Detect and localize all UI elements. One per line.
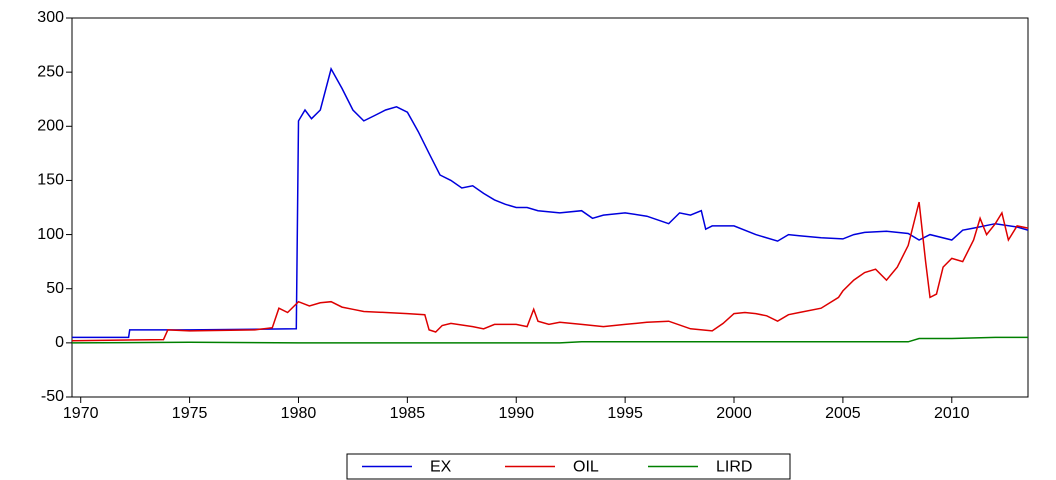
x-tick-label: 1970 <box>63 405 99 422</box>
legend-label: EX <box>430 459 452 476</box>
x-tick-label: 1975 <box>172 405 208 422</box>
x-tick-label: 2000 <box>716 405 752 422</box>
y-tick-label: 200 <box>37 118 64 135</box>
legend-label: OIL <box>573 459 599 476</box>
x-tick-label: 2005 <box>825 405 861 422</box>
x-tick-label: 1995 <box>607 405 643 422</box>
x-tick-label: 1980 <box>281 405 317 422</box>
legend-box <box>346 453 791 480</box>
y-tick-label: 150 <box>37 172 64 189</box>
series-line <box>71 201 1029 342</box>
y-tick-label: 0 <box>55 334 64 351</box>
y-tick-label: 300 <box>37 9 64 26</box>
plot-frame <box>71 17 1029 398</box>
series-line <box>72 66 1029 339</box>
x-tick-label: 1985 <box>390 405 426 422</box>
x-tick-label: 1990 <box>498 405 534 422</box>
y-tick-label: 250 <box>37 63 64 80</box>
legend-label: LIRD <box>716 459 752 476</box>
y-tick-label: -50 <box>41 388 64 405</box>
y-tick-label: 100 <box>37 226 64 243</box>
series-line <box>71 336 1028 344</box>
x-tick-label: 2010 <box>934 405 970 422</box>
y-tick-label: 50 <box>46 280 64 297</box>
